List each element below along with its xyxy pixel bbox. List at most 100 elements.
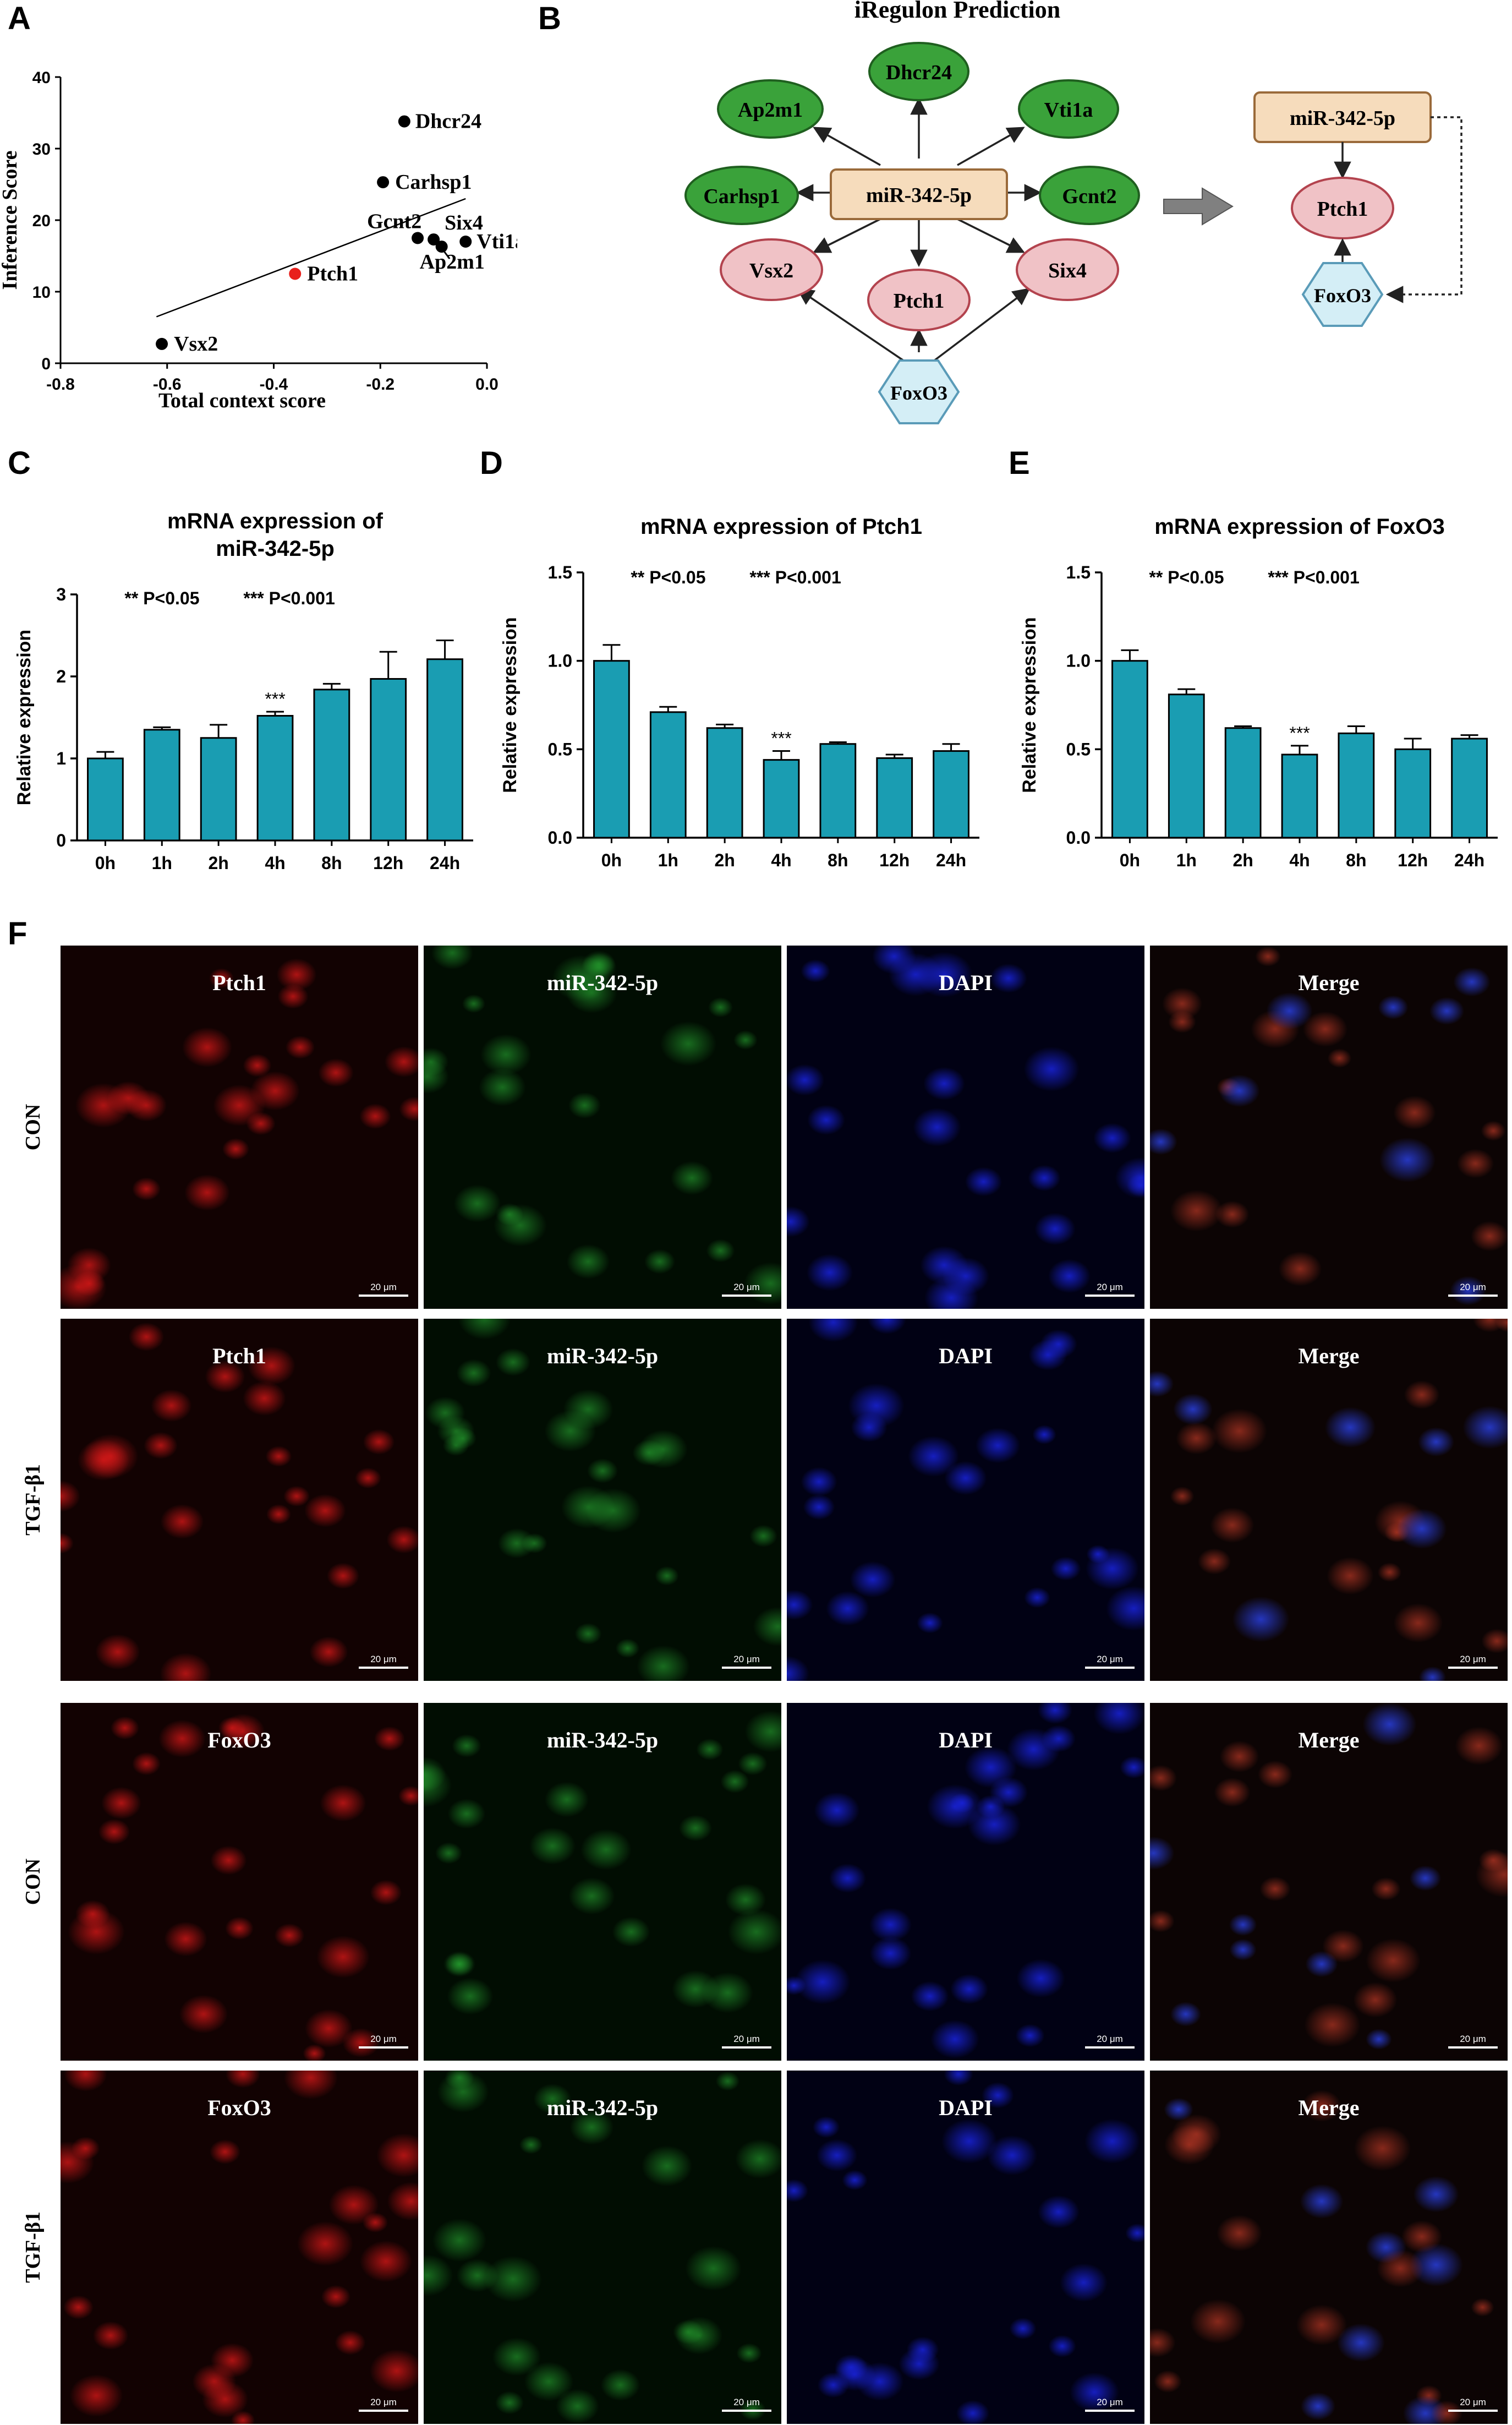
channel-label: Ptch1: [212, 1343, 266, 1368]
scale-bar: 20 μm: [1085, 2034, 1135, 2049]
scale-bar-label: 20 μm: [370, 2397, 397, 2407]
summary-ptch1: Ptch1: [1291, 177, 1394, 239]
significance-mark: ***: [1289, 723, 1310, 743]
scale-bar-line: [1448, 1667, 1498, 1669]
y-axis-label: Inference Score: [0, 151, 21, 290]
x-tick-label: 12h: [1398, 850, 1428, 870]
node-dhcr24: Dhcr24: [868, 42, 969, 101]
scale-bar-label: 20 μm: [1097, 1654, 1123, 1664]
scale-bar-label: 20 μm: [1097, 2397, 1123, 2407]
point-label: Gcnt2: [367, 210, 421, 233]
x-tick-label: 2h: [714, 850, 735, 870]
bar-4h: [1281, 753, 1318, 839]
bar-24h: [1451, 738, 1488, 839]
scale-bar-line: [359, 1295, 408, 1297]
scale-bar-line: [1085, 2046, 1135, 2049]
row-label-2: CON: [21, 1858, 45, 1905]
micrograph-1-0: Ptch1 20 μm: [61, 1319, 418, 1681]
point-label: Ap2m1: [420, 250, 485, 274]
bar-0h: [1111, 660, 1148, 839]
ap2m1-connector: [443, 250, 451, 260]
micrograph-0-0: Ptch1 20 μm: [61, 946, 418, 1309]
scale-bar-label: 20 μm: [1460, 1282, 1486, 1292]
x-tick-label: 2h: [208, 853, 228, 873]
y-tick-label: 0.0: [548, 828, 572, 848]
scale-bar-line: [1448, 1295, 1498, 1297]
scale-bar-line: [722, 1295, 771, 1297]
channel-label: Merge: [1298, 1728, 1360, 1752]
scale-bar: 20 μm: [722, 1282, 771, 1297]
y-tick-label: 0: [56, 831, 66, 850]
y-tick-label: 1.0: [1066, 651, 1091, 671]
legend-p005: ** P<0.05: [631, 567, 705, 587]
y-tick-label: 1.5: [1066, 562, 1091, 582]
bar-2h: [200, 737, 237, 842]
channel-label: Ptch1: [212, 970, 266, 995]
legend-p005: ** P<0.05: [1149, 567, 1224, 587]
x-tick-label: 4h: [1289, 850, 1310, 870]
y-tick-label: 1.5: [548, 562, 572, 582]
bar-12h: [1394, 748, 1432, 839]
significance-mark: ***: [265, 689, 285, 709]
svg-text:Ptch1: Ptch1: [1317, 198, 1368, 221]
svg-text:Vsx2: Vsx2: [749, 259, 793, 282]
x-tick-label: 12h: [879, 850, 910, 870]
micrograph-0-1: miR-342-5p 20 μm: [424, 946, 781, 1309]
diagram-title: iRegulon Prediction: [854, 0, 1060, 23]
y-tick-label: 0.5: [548, 739, 572, 759]
x-tick-label: -0.6: [153, 375, 182, 394]
point-six4: [428, 233, 440, 246]
y-tick-label: 20: [32, 212, 51, 230]
micrograph-1-3: Merge 20 μm: [1150, 1319, 1508, 1681]
x-tick-label: 12h: [373, 853, 403, 873]
channel-label: DAPI: [939, 1728, 993, 1752]
x-tick-label: 0.0: [475, 375, 498, 394]
summary-foxo3: FoxO3: [1301, 262, 1384, 327]
channel-label: DAPI: [939, 1343, 993, 1368]
chart-title: mRNA expression of: [167, 509, 384, 533]
point-ptch1: [289, 267, 302, 280]
channel-label: FoxO3: [207, 2095, 271, 2120]
node-carhsp1: Carhsp1: [684, 166, 799, 225]
legend-p0001: *** P<0.001: [749, 567, 841, 587]
point-gcnt2: [412, 232, 424, 244]
y-tick-label: 0.0: [1066, 828, 1091, 848]
node-ap2m1: Ap2m1: [717, 79, 824, 139]
scale-bar: 20 μm: [359, 1282, 408, 1297]
iregulon-diagram: iRegulon Prediction Dhcr24 Ap2m1 Vti1a C…: [684, 0, 1462, 424]
bar-2h: [706, 727, 743, 839]
panel-label-e: E: [1009, 445, 1030, 481]
chart-title: mRNA expression of FoxO3: [1154, 515, 1445, 539]
x-axis-label: Total context score: [158, 389, 326, 412]
y-tick-label: 1: [56, 749, 66, 768]
panel-label-b: B: [538, 1, 561, 36]
x-tick-label: 8h: [321, 853, 342, 873]
svg-text:FoxO3: FoxO3: [1314, 285, 1371, 307]
point-label: Carhsp1: [395, 171, 472, 194]
scale-bar-label: 20 μm: [370, 1282, 397, 1292]
svg-text:miR-342-5p: miR-342-5p: [1290, 107, 1395, 130]
scale-bar-line: [1448, 2046, 1498, 2049]
y-tick-label: 40: [32, 69, 51, 87]
node-foxo3: FoxO3: [878, 359, 960, 424]
bar-12h: [876, 757, 913, 839]
svg-text:Six4: Six4: [1048, 259, 1087, 282]
scale-bar: 20 μm: [1448, 1654, 1498, 1669]
bar-chart-c: mRNA expression of miR-342-5p ** P<0.05 ***…: [14, 509, 473, 873]
scale-bar-line: [1085, 1667, 1135, 1669]
x-tick-label: 24h: [936, 850, 966, 870]
y-tick-label: 30: [32, 140, 51, 159]
x-tick-label: -0.4: [260, 375, 288, 394]
micrograph-0-2: DAPI 20 μm: [787, 946, 1144, 1309]
scale-bar: 20 μm: [359, 2397, 408, 2412]
point-label: Vsx2: [174, 332, 218, 356]
svg-text:Ap2m1: Ap2m1: [738, 99, 803, 122]
scale-bar-line: [359, 1667, 408, 1669]
scale-bar-label: 20 μm: [1460, 1654, 1486, 1664]
scale-bar-label: 20 μm: [1460, 2034, 1486, 2044]
scale-bar-line: [1448, 2410, 1498, 2412]
channel-label: Merge: [1298, 1343, 1360, 1368]
y-tick-label: 3: [56, 585, 66, 604]
y-axis-label: Relative expression: [14, 630, 35, 805]
channel-label: Merge: [1298, 970, 1360, 995]
